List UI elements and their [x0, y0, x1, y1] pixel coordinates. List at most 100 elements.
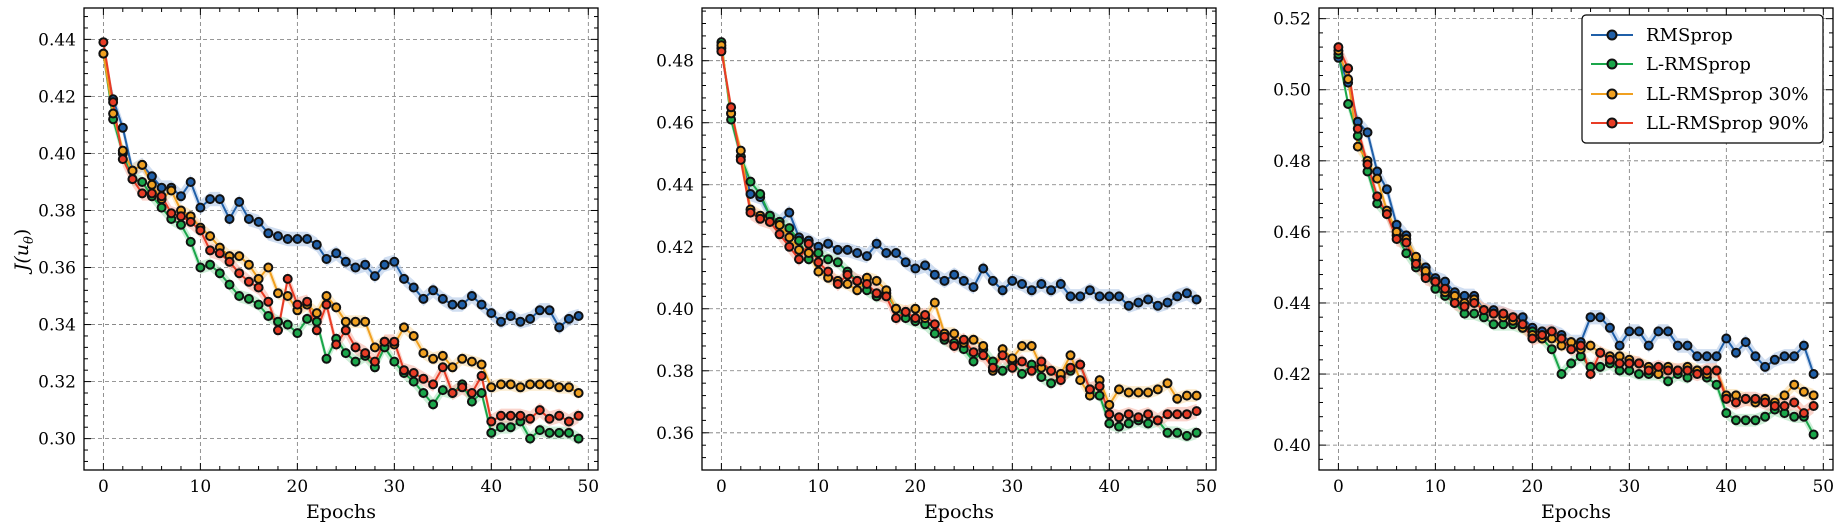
point-ll-rmsprop-30	[842, 279, 853, 289]
point-rmsprop	[379, 259, 390, 270]
point-l-rmsprop	[205, 259, 216, 270]
point-ll-rmsprop-90	[1779, 401, 1790, 411]
point-ll-rmsprop-90	[1701, 365, 1712, 376]
point-ll-rmsprop-90	[716, 46, 727, 57]
point-l-rmsprop	[1789, 411, 1800, 422]
point-ll-rmsprop-90	[379, 336, 390, 347]
point-l-rmsprop	[466, 396, 477, 407]
point-ll-rmsprop-30	[1104, 399, 1115, 410]
point-rmsprop	[176, 191, 186, 202]
point-ll-rmsprop-90	[1036, 356, 1047, 367]
point-ll-rmsprop-90	[1440, 283, 1451, 294]
point-l-rmsprop	[1760, 411, 1771, 422]
point-ll-rmsprop-90	[726, 102, 737, 113]
point-l-rmsprop	[1566, 358, 1577, 369]
point-ll-rmsprop-90	[1682, 365, 1693, 376]
tick-labels: 0 10 20 30 40 50 0.30 0.32 0.34 0.36 0.38 0.40 0.42 0…	[38, 30, 599, 497]
point-ll-rmsprop-30	[108, 108, 119, 119]
point-ll-rmsprop-30	[1808, 390, 1819, 401]
point-rmsprop	[573, 311, 584, 321]
point-l-rmsprop	[745, 176, 756, 187]
point-ll-rmsprop-90	[1430, 276, 1441, 287]
point-rmsprop	[360, 259, 371, 270]
point-rmsprop	[929, 269, 940, 280]
point-ll-rmsprop-30	[1162, 378, 1173, 389]
x-tick-label: 50	[577, 477, 599, 497]
point-rmsprop	[1133, 297, 1144, 308]
point-ll-rmsprop-90	[1333, 42, 1344, 53]
point-ll-rmsprop-90	[1075, 359, 1086, 370]
point-rmsprop	[784, 207, 795, 218]
point-ll-rmsprop-30	[1798, 386, 1809, 397]
point-ll-rmsprop-90	[1498, 308, 1509, 319]
point-ll-rmsprop-90	[1143, 409, 1154, 420]
point-ll-rmsprop-90	[813, 257, 824, 268]
point-ll-rmsprop-90	[176, 211, 186, 222]
point-ll-rmsprop-90	[1352, 123, 1363, 134]
point-rmsprop	[544, 305, 555, 316]
point-rmsprop	[302, 234, 313, 244]
point-ll-rmsprop-90	[1527, 333, 1538, 344]
point-ll-rmsprop-90	[389, 336, 400, 347]
point-ll-rmsprop-30	[1007, 353, 1018, 364]
point-rmsprop	[496, 316, 506, 327]
point-l-rmsprop	[1036, 372, 1047, 382]
axes-frame	[83, 7, 599, 471]
point-rmsprop	[958, 275, 969, 286]
point-rmsprop	[1798, 340, 1809, 351]
point-rmsprop	[243, 214, 254, 224]
point-ll-rmsprop-30	[1372, 173, 1383, 184]
point-ll-rmsprop-90	[486, 416, 497, 427]
point-rmsprop	[832, 244, 843, 255]
y-axis-title-close: )	[11, 229, 33, 236]
y-tick-label: 0.42	[1273, 365, 1311, 385]
point-ll-rmsprop-90	[1769, 401, 1780, 411]
point-l-rmsprop	[534, 425, 545, 436]
point-ll-rmsprop-30	[1779, 390, 1790, 401]
point-rmsprop	[987, 275, 998, 286]
point-ll-rmsprop-90	[1731, 397, 1741, 408]
point-ll-rmsprop-90	[1362, 159, 1373, 170]
y-tick-label: 0.48	[656, 52, 694, 72]
point-ll-rmsprop-90	[1133, 412, 1144, 423]
point-rmsprop	[861, 251, 872, 262]
point-ll-rmsprop-30	[408, 331, 419, 341]
ticks	[701, 8, 1216, 471]
point-ll-rmsprop-90	[784, 241, 795, 252]
point-rmsprop	[369, 271, 380, 282]
point-ll-rmsprop-90	[1721, 393, 1732, 404]
y-tick-label: 0.40	[38, 144, 76, 164]
point-ll-rmsprop-30	[282, 291, 293, 301]
point-rmsprop	[418, 293, 429, 304]
point-l-rmsprop	[234, 291, 245, 301]
legend-marker-l-rmsprop	[1606, 58, 1618, 70]
point-ll-rmsprop-90	[515, 410, 526, 421]
point-ll-rmsprop-90	[108, 97, 119, 108]
point-ll-rmsprop-90	[1624, 358, 1635, 369]
point-rmsprop	[900, 257, 911, 268]
point-ll-rmsprop-90	[929, 319, 940, 330]
y-tick-label: 0.42	[38, 87, 76, 107]
plot-panel-left: 0 10 20 30 40 50 0.30 0.32 0.34 0.36 0.38 0.40 0.42 0…	[38, 7, 599, 523]
point-l-rmsprop	[997, 365, 1008, 376]
point-ll-rmsprop-90	[98, 37, 109, 48]
y-axis-title: J(uθ)	[11, 229, 37, 276]
point-ll-rmsprop-30	[573, 388, 584, 398]
markers-rmsprop	[98, 48, 584, 333]
point-ll-rmsprop-90	[273, 325, 283, 336]
point-l-rmsprop	[253, 299, 264, 310]
point-ll-rmsprop-90	[437, 362, 448, 373]
point-ll-rmsprop-90	[1634, 358, 1644, 369]
point-rmsprop	[428, 285, 439, 296]
point-rmsprop	[253, 216, 264, 227]
legend-entry-ll-rmsprop-30: LL-RMSprop 30%	[1591, 84, 1809, 105]
point-rmsprop	[350, 262, 361, 273]
point-rmsprop	[457, 299, 468, 310]
point-l-rmsprop	[794, 235, 804, 246]
point-rmsprop	[205, 194, 216, 205]
point-ll-rmsprop-90	[1653, 361, 1664, 372]
point-l-rmsprop	[418, 388, 429, 398]
point-l-rmsprop	[1546, 344, 1557, 355]
point-l-rmsprop	[1469, 308, 1480, 319]
point-rmsprop	[745, 189, 756, 199]
